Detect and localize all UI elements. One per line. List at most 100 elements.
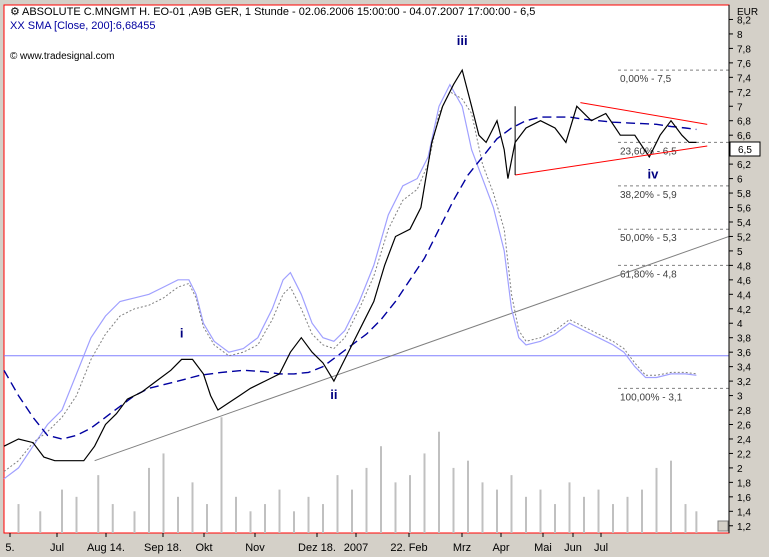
currency-label: EUR bbox=[737, 7, 758, 18]
x-tick-label: Jul bbox=[50, 542, 64, 554]
x-tick-label: Apr bbox=[492, 542, 509, 554]
fib-label: 38,20% - 5,9 bbox=[620, 190, 677, 201]
volume-bar bbox=[336, 475, 339, 533]
fib-label: 100,00% - 3,1 bbox=[620, 392, 683, 403]
volume-bar bbox=[220, 417, 223, 533]
x-tick-label: Okt bbox=[195, 542, 212, 554]
volume-bar bbox=[438, 431, 440, 533]
y-axis: 8,287,87,67,47,276,86,66,46,265,85,65,45… bbox=[728, 5, 751, 533]
volume-bar bbox=[554, 504, 556, 533]
plot-area[interactable] bbox=[3, 4, 730, 534]
y-tick-label: 4,6 bbox=[737, 276, 751, 287]
y-tick-label: 2,2 bbox=[737, 449, 751, 460]
volume-bar bbox=[423, 453, 426, 533]
envelope-line bbox=[3, 83, 697, 480]
y-tick-label: 1,4 bbox=[737, 507, 751, 518]
volume-bar bbox=[39, 511, 42, 533]
volume-bar bbox=[235, 496, 237, 533]
y-tick-label: 3 bbox=[737, 392, 743, 403]
volume-bar bbox=[17, 504, 20, 533]
y-tick-label: 7,2 bbox=[737, 88, 751, 99]
fib-label: 23,60% - 6,5 bbox=[620, 146, 677, 157]
y-tick-label: 6,8 bbox=[737, 117, 751, 128]
volume-bar bbox=[394, 482, 397, 533]
volume-bar bbox=[322, 504, 324, 533]
volume-bar bbox=[612, 504, 614, 533]
volume-bar bbox=[61, 489, 63, 533]
y-tick-label: 7,4 bbox=[737, 73, 751, 84]
volume-bar bbox=[278, 489, 281, 533]
resize-handle[interactable] bbox=[717, 520, 729, 532]
volume-bars bbox=[17, 417, 698, 533]
y-tick-label: 1,2 bbox=[737, 522, 751, 533]
volume-bar bbox=[162, 453, 165, 533]
y-tick-label: 4 bbox=[737, 319, 743, 330]
volume-bar bbox=[539, 489, 542, 533]
volume-bar bbox=[597, 489, 600, 533]
x-tick-label: 5. bbox=[5, 542, 14, 554]
triangle-upper-line bbox=[580, 102, 708, 125]
volume-bar bbox=[148, 467, 150, 533]
volume-bar bbox=[655, 467, 658, 533]
y-tick-label: 5 bbox=[737, 247, 743, 258]
fib-label: 50,00% - 5,3 bbox=[620, 233, 677, 244]
y-tick-label: 2,8 bbox=[737, 406, 751, 417]
y-tick-label: 6 bbox=[737, 175, 743, 186]
wave-label: iii bbox=[457, 33, 468, 48]
volume-bar bbox=[133, 511, 136, 533]
y-tick-label: 7,8 bbox=[737, 44, 751, 55]
y-tick-label: 5,4 bbox=[737, 218, 751, 229]
volume-bar bbox=[670, 460, 672, 533]
last-price-tag bbox=[729, 141, 761, 157]
x-tick-label: Sep 18. bbox=[144, 542, 182, 554]
volume-bar bbox=[568, 482, 571, 533]
volume-bar bbox=[307, 496, 310, 533]
volume-bar bbox=[351, 489, 353, 533]
x-tick-label: Mai bbox=[534, 542, 552, 554]
x-tick-label: 22. Feb bbox=[390, 542, 427, 554]
volume-bar bbox=[452, 467, 455, 533]
volume-bar bbox=[481, 482, 484, 533]
x-tick-label: 2007 bbox=[344, 542, 368, 554]
price-line bbox=[3, 68, 697, 462]
fib-levels: 0,00% - 7,5 23,60% - 6,5 38,20% - 5,9 50,00… bbox=[618, 69, 729, 403]
fib-label: 61,80% - 4,8 bbox=[620, 269, 677, 280]
y-tick-label: 2,4 bbox=[737, 435, 751, 446]
volume-bar bbox=[583, 496, 585, 533]
x-tick-label: Dez 18. bbox=[298, 542, 336, 554]
volume-bar bbox=[264, 504, 266, 533]
y-tick-label: 5,6 bbox=[737, 204, 751, 215]
last-price-value: 6,5 bbox=[738, 145, 752, 156]
trendline bbox=[94, 235, 730, 462]
x-tick-label: Nov bbox=[245, 542, 265, 554]
volume-bar bbox=[626, 496, 629, 533]
x-tick-label: Aug 14. bbox=[87, 542, 125, 554]
y-tick-label: 5,8 bbox=[737, 189, 751, 200]
volume-bar bbox=[249, 511, 252, 533]
volume-bar bbox=[496, 489, 498, 533]
y-tick-label: 4,4 bbox=[737, 290, 751, 301]
y-tick-label: 1,8 bbox=[737, 478, 751, 489]
chart-title: ABSOLUTE C.MNGMT H. EO-01 ,A9B GER, 1 St… bbox=[22, 6, 535, 18]
settings-icon[interactable]: ⚙ bbox=[10, 6, 20, 18]
volume-bar bbox=[467, 460, 469, 533]
volume-bar bbox=[191, 482, 194, 533]
volume-bar bbox=[75, 496, 78, 533]
wave-label: ii bbox=[330, 387, 337, 402]
y-tick-label: 2 bbox=[737, 464, 743, 475]
y-tick-label: 8 bbox=[737, 30, 743, 41]
y-tick-label: 6,2 bbox=[737, 160, 751, 171]
volume-bar bbox=[111, 504, 114, 533]
volume-bar bbox=[684, 504, 687, 533]
watermark: www.tradesignal.com bbox=[19, 51, 114, 62]
x-axis: 5. Jul Aug 14. Sep 18. Okt Nov Dez 18. 2007 22. … bbox=[5, 533, 608, 554]
y-tick-label: 3,2 bbox=[737, 377, 751, 388]
volume-bar bbox=[97, 475, 100, 533]
y-tick-label: 3,6 bbox=[737, 348, 751, 359]
y-tick-label: 2,6 bbox=[737, 421, 751, 432]
triangle-lower-line bbox=[515, 145, 708, 176]
copyright-icon: © bbox=[10, 51, 18, 62]
x-tick-label: Jul bbox=[594, 542, 608, 554]
